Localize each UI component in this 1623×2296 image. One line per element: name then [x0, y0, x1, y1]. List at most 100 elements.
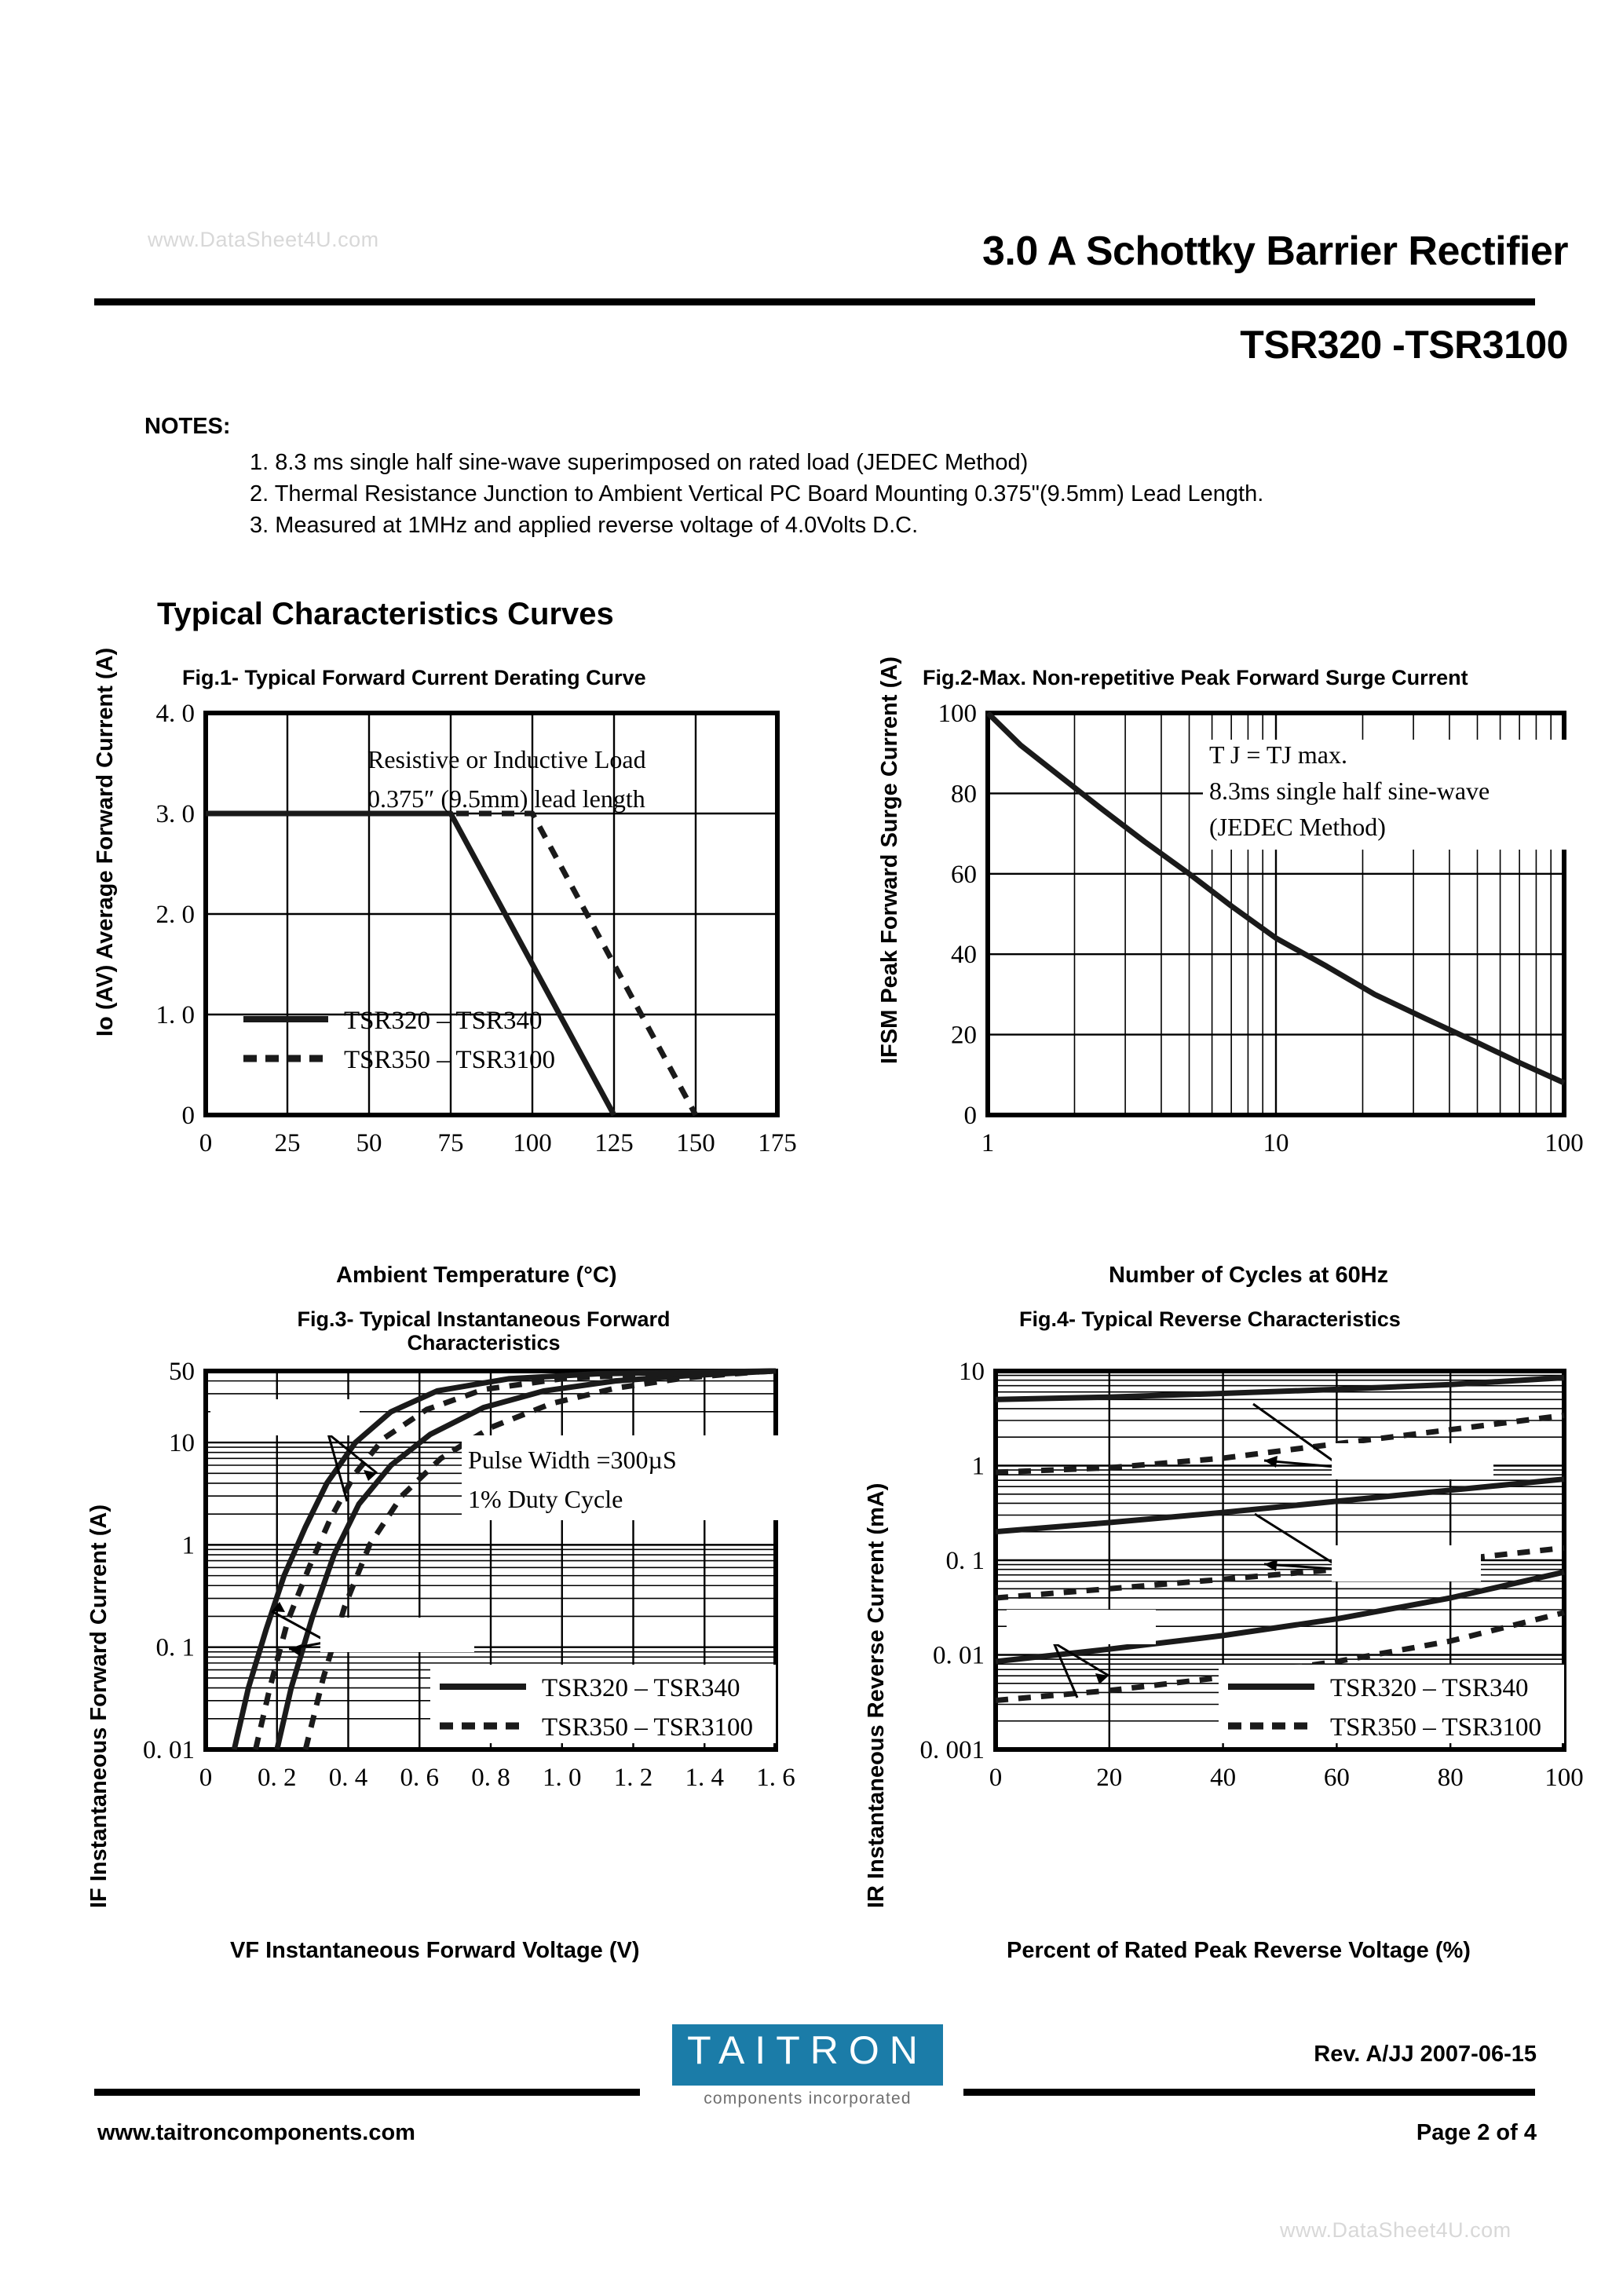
fig1-xtick: 100 — [513, 1129, 552, 1157]
fig4-ytick: 10 — [959, 1358, 985, 1386]
header-divider — [94, 298, 1535, 305]
legend-label-solid: TSR320 – TSR340 — [1330, 1674, 1528, 1702]
fig4-x-axis-title: Percent of Rated Peak Reverse Voltage (%… — [1007, 1938, 1471, 1963]
fig1-xtick: 125 — [594, 1129, 634, 1157]
fig1-plot: 0 25 50 75 100 125 150 175 0 1. 0 2. 0 3. 0 4. 0 Resi… — [156, 700, 797, 1157]
fig4-curve — [995, 1545, 1565, 1601]
fig3-ytick: 10 — [169, 1429, 195, 1457]
fig2-xtick: 100 — [1544, 1129, 1584, 1157]
fig4-xtick: 100 — [1544, 1764, 1584, 1792]
fig3-curve — [274, 1368, 777, 1750]
fig3-xtick: 0. 8 — [471, 1764, 510, 1792]
fig3-ytick: 50 — [169, 1358, 195, 1386]
fig4-arrowhead — [1264, 1559, 1278, 1571]
fig3-legend: TSR320 – TSR340 TSR350 – TSR3100 — [440, 1674, 753, 1742]
fig1-y-axis-title: Io (AV) Average Forward Current (A) — [93, 647, 118, 1036]
fig3-tj25-bg — [320, 1618, 474, 1652]
fig4-xtick: 40 — [1210, 1764, 1236, 1792]
fig2-curve — [985, 711, 1566, 1086]
fig2-annotation: 8.3ms single half sine-wave — [1209, 777, 1490, 805]
fig3-tj125-bg — [210, 1399, 360, 1435]
fig2-frame — [985, 711, 1566, 1117]
fig1-tick-labels: 0 25 50 75 100 125 150 175 0 1. 0 2. 0 3. 0 4. 0 — [156, 700, 797, 1157]
fig4-legend-bg — [1219, 1665, 1564, 1743]
page-title: 3.0 A Schottky Barrier Rectifier — [982, 229, 1569, 274]
fig4-arrow — [1254, 1512, 1336, 1566]
fig4-arrowhead — [1095, 1673, 1109, 1684]
watermark-bottom: www.DataSheet4U.com — [1280, 2218, 1512, 2242]
fig4-curve — [995, 1476, 1565, 1535]
fig4-curve — [995, 1375, 1565, 1402]
footer-divider-left — [94, 2089, 640, 2096]
fig4-curve — [995, 1413, 1565, 1475]
fig1-ytick: 3. 0 — [156, 800, 196, 828]
fig2-x-axis-title: Number of Cycles at 60Hz — [1109, 1263, 1389, 1288]
fig4-legend: TSR320 – TSR340 TSR350 – TSR3100 — [1228, 1674, 1541, 1742]
fig3-xtick: 0 — [199, 1764, 213, 1792]
fig4-series — [995, 1375, 1565, 1703]
fig3-plot: 0 0. 2 0. 4 0. 6 0. 8 1. 0 1. 2 1. 4 1. 6 0. 01 0.… — [143, 1358, 795, 1792]
fig3-xtick: 1. 4 — [685, 1764, 725, 1792]
watermark-top: www.DataSheet4U.com — [148, 228, 379, 251]
fig3-tick-labels: 0 0. 2 0. 4 0. 6 0. 8 1. 0 1. 2 1. 4 1. 6 0. 01 0.… — [143, 1358, 795, 1792]
fig1-title: Fig.1- Typical Forward Current Derating … — [182, 666, 646, 689]
fig3-y-axis-title: IF Instantaneous Forward Current (A) — [86, 1504, 111, 1908]
fig1-xtick: 150 — [676, 1129, 715, 1157]
fig3-arrowhead — [364, 1470, 377, 1481]
fig3-xtick: 1. 0 — [543, 1764, 582, 1792]
fig3-arrowhead — [289, 1644, 302, 1656]
fig1-chart: 0 25 50 75 100 125 150 175 0 1. 0 2. 0 3. 0 4. 0 Resi… — [118, 691, 809, 1225]
footer-divider-right — [963, 2089, 1535, 2096]
fig1-xtick: 25 — [275, 1129, 301, 1157]
fig2-ytick: 60 — [951, 861, 977, 889]
fig2-annotation: (JEDEC Method) — [1209, 813, 1386, 841]
fig1-legend: TSR320 – TSR340 TSR350 – TSR3100 — [243, 1007, 555, 1074]
notes-heading: NOTES: — [144, 414, 231, 439]
fig2-series — [985, 711, 1566, 1086]
fig1-xtick: 75 — [438, 1129, 464, 1157]
fig4-ytick: 0. 001 — [920, 1736, 985, 1764]
fig4-ytick: 1 — [972, 1453, 985, 1481]
fig4-y-axis-title: IR Instantaneous Reverse Current (mA) — [864, 1483, 889, 1908]
fig4-xtick: 20 — [1096, 1764, 1122, 1792]
legend-label-dashed: TSR350 – TSR3100 — [1330, 1713, 1541, 1742]
fig4-xtick: 60 — [1324, 1764, 1350, 1792]
fig3-arrow — [271, 1610, 324, 1641]
logo-box: TAITRON — [672, 2024, 943, 2086]
fig4-arrowhead — [1264, 1456, 1278, 1468]
fig1-annotations: Resistive or Inductive Load 0.375″ (9.5mm… — [367, 745, 646, 813]
fig2-chart: 1 10 100 0 20 40 60 80 100 T J = TJ max. 8.3ms sin… — [895, 691, 1602, 1225]
fig4-title: Fig.4- Typical Reverse Characteristics — [1019, 1307, 1401, 1331]
fig2-ytick: 40 — [951, 941, 977, 969]
website-link[interactable]: www.taitroncomponents.com — [97, 2120, 415, 2145]
fig1-ytick: 0 — [182, 1102, 196, 1130]
fig1-x-axis-title: Ambient Temperature (°C) — [336, 1263, 617, 1288]
fig2-tick-labels: 1 10 100 0 20 40 60 80 100 — [938, 700, 1584, 1157]
revision-label: Rev. A/JJ 2007-06-15 — [1314, 2042, 1537, 2067]
fig4-arrow — [1052, 1642, 1079, 1698]
fig2-plot: 1 10 100 0 20 40 60 80 100 T J = TJ max. 8.3ms sin… — [938, 700, 1584, 1157]
fig3-xtick: 0. 2 — [258, 1764, 297, 1792]
fig1-xtick: 175 — [758, 1129, 797, 1157]
taitron-logo: TAITRON components incorporated — [672, 2024, 943, 2108]
fig4-arrow — [1252, 1402, 1336, 1464]
fig3-ytick: 0. 01 — [143, 1736, 195, 1764]
fig3-arrow — [327, 1433, 349, 1502]
fig4-tick-labels: 0 20 40 60 80 100 0. 001 0. 01 0. 1 1 10 — [920, 1358, 1584, 1792]
part-number-range: TSR320 -TSR3100 — [1240, 323, 1568, 367]
fig3-xtick: 1. 6 — [756, 1764, 795, 1792]
fig1-frame — [203, 711, 780, 1117]
fig4-tj25-bg — [1007, 1610, 1156, 1644]
fig2-ytick: 0 — [964, 1102, 978, 1130]
logo-tagline: components incorporated — [704, 2089, 912, 2108]
fig4-xtick: 80 — [1438, 1764, 1464, 1792]
fig3-curve — [253, 1368, 777, 1750]
fig3-title: Fig.3- Typical Instantaneous Forward Cha… — [297, 1307, 671, 1355]
fig4-ytick: 0. 1 — [946, 1547, 985, 1575]
fig1-curve — [206, 810, 617, 1117]
fig3-xtick: 0. 6 — [400, 1764, 440, 1792]
fig4-curve — [995, 1610, 1565, 1703]
fig2-ytick: 100 — [938, 700, 978, 728]
fig2-ytick: 20 — [951, 1022, 977, 1050]
fig3-curve — [302, 1368, 777, 1750]
